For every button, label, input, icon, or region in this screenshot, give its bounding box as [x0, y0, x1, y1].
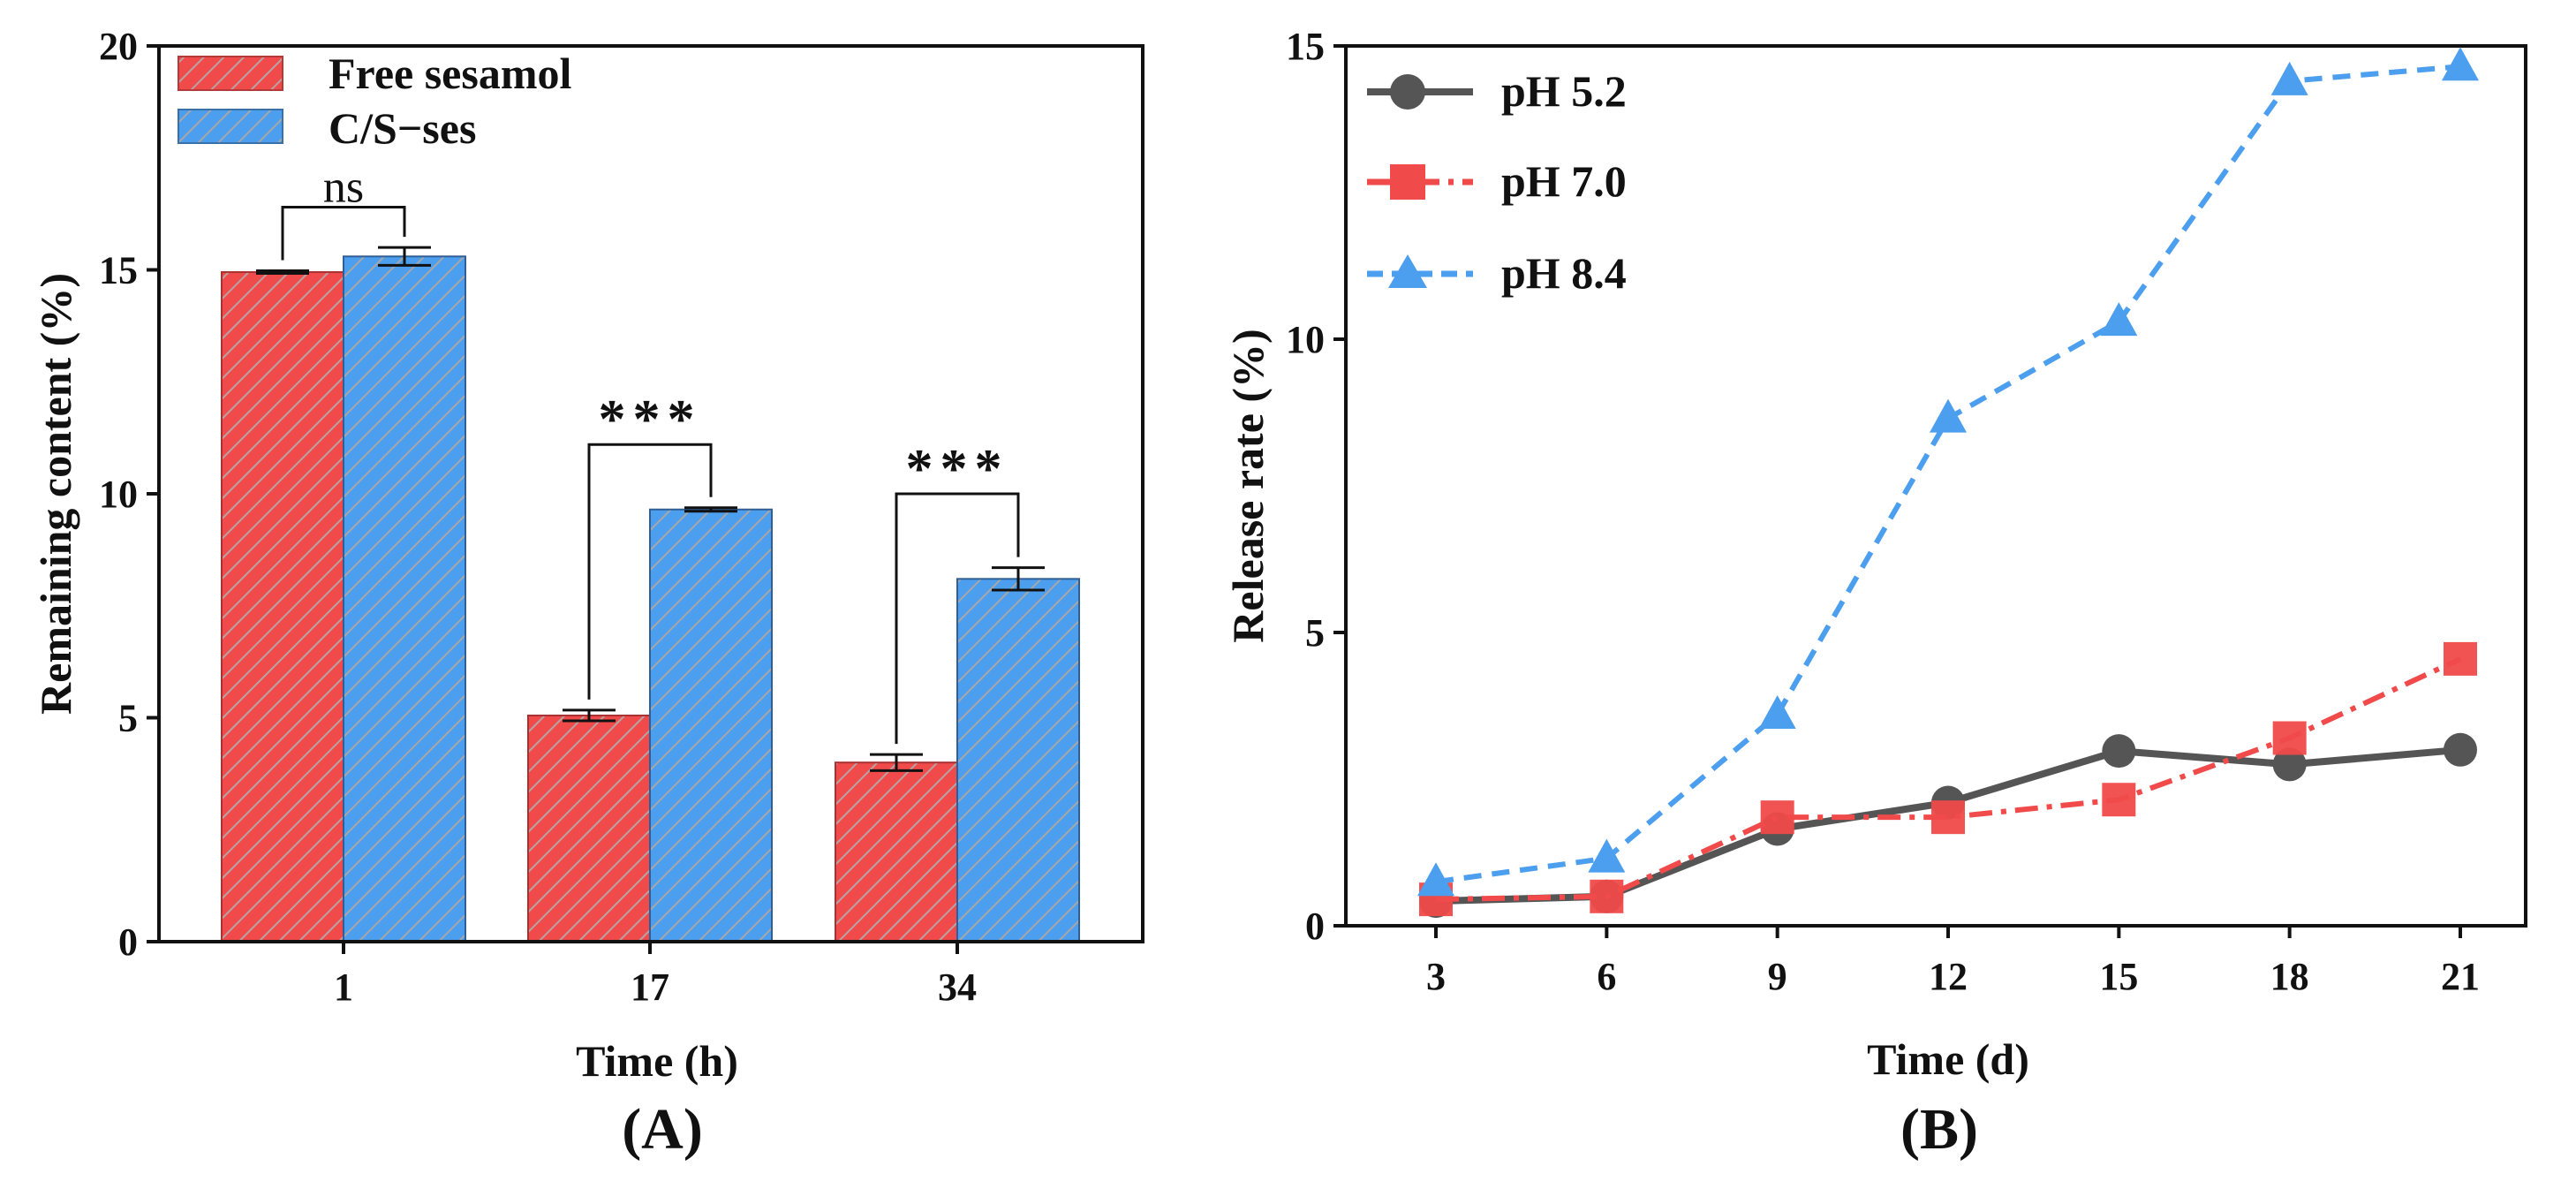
error-bar-cs-ses-34	[992, 566, 1045, 592]
y-tick-label: 0	[118, 920, 138, 964]
y-tick-label: 5	[1305, 611, 1325, 655]
point-ph70-day-21	[2444, 641, 2477, 676]
legend-label-ph84: pH 8.4	[1501, 248, 1627, 298]
y-tick-label: 15	[99, 249, 138, 292]
point-ph70-day-15	[2102, 783, 2136, 817]
x-tick-label: 1	[334, 966, 353, 1009]
panel-a-xlabel: Time (h)	[576, 1036, 738, 1086]
legend-label-free-sesamol: Free sesamol	[329, 49, 571, 98]
x-tick-label: 3	[1426, 955, 1446, 998]
bar-free-sesamol-17	[527, 714, 651, 943]
significance-label-17: ***	[599, 390, 702, 450]
legend-swatch-free-sesamol	[178, 56, 283, 91]
significance-bracket-line	[281, 206, 406, 261]
panel-b-axes: 0 5 10 15 3 6 9 12 15 18 21	[1286, 25, 2480, 998]
error-bar-free-sesamol-17	[563, 708, 616, 723]
panel-a-axes: 0 5 10 15 20 1 17 34	[99, 25, 977, 1009]
legend-marker-ph70	[1390, 164, 1425, 200]
panel-a-legend: Free sesamol C/S−ses	[178, 49, 571, 153]
point-ph84-day-18	[2270, 61, 2308, 95]
point-ph70-day-9	[1760, 800, 1794, 835]
x-tick-label: 9	[1768, 955, 1787, 998]
y-tick-label: 10	[1286, 318, 1325, 361]
legend-label-cs-ses: C/S−ses	[329, 103, 476, 153]
x-tick-label: 17	[631, 966, 669, 1009]
x-tick-label: 12	[1929, 955, 1968, 998]
error-bar-free-sesamol-1	[256, 269, 309, 276]
point-ph52-day-18	[2272, 747, 2307, 782]
significance-bracket-1: ns	[281, 163, 406, 261]
error-bar-cs-ses-17	[684, 506, 737, 513]
bar-cs-ses-1	[343, 255, 466, 943]
point-ph84-day-9	[1758, 694, 1796, 729]
panel-b-ylabel: Release rate (%)	[1223, 329, 1273, 642]
point-ph70-day-18	[2272, 721, 2307, 755]
panel-b-frame	[1344, 44, 2527, 928]
significance-bracket-line	[587, 443, 713, 700]
x-tick-label: 21	[2441, 955, 2480, 998]
x-tick-label: 18	[2270, 955, 2309, 998]
point-ph52-day-21	[2444, 732, 2477, 767]
panel-b-label: (B)	[1900, 1097, 1978, 1162]
legend-label-ph52: pH 5.2	[1501, 66, 1627, 116]
significance-bracket-line	[895, 492, 1020, 745]
bar-cs-ses-17	[649, 508, 773, 943]
x-tick-label: 6	[1597, 955, 1616, 998]
panel-a-ylabel: Remaining content (%)	[31, 273, 80, 715]
point-ph84-day-6	[1588, 838, 1626, 873]
panel-a-marks: ns *** ***	[221, 163, 1080, 943]
point-ph70-day-6	[1590, 879, 1624, 913]
bar-cs-ses-34	[956, 578, 1080, 943]
point-ph70-day-12	[1931, 800, 1965, 835]
bar-free-sesamol-34	[835, 761, 958, 943]
bar-free-sesamol-1	[221, 271, 344, 943]
point-ph84-day-3	[1417, 862, 1454, 897]
point-ph84-day-12	[1930, 398, 1967, 433]
significance-label-34: ***	[906, 439, 1009, 499]
legend-label-ph70: pH 7.0	[1501, 156, 1627, 206]
error-bar-cs-ses-1	[378, 246, 431, 267]
y-tick-label: 20	[99, 25, 138, 68]
x-tick-label: 34	[938, 966, 977, 1009]
point-ph84-day-15	[2100, 302, 2138, 337]
significance-bracket-34: ***	[895, 439, 1020, 745]
panel-a-label: (A)	[622, 1097, 703, 1162]
point-ph84-day-21	[2442, 47, 2479, 81]
legend-swatch-cs-ses	[178, 109, 283, 144]
y-tick-label: 15	[1286, 25, 1325, 68]
y-tick-label: 0	[1305, 905, 1325, 948]
point-ph52-day-15	[2102, 734, 2136, 769]
y-tick-label: 10	[99, 473, 138, 516]
legend-marker-ph84	[1388, 254, 1427, 288]
panel-b-xlabel: Time (d)	[1867, 1034, 2029, 1084]
error-bar-free-sesamol-34	[870, 753, 923, 772]
panel-b-legend: pH 5.2 pH 7.0 pH 8.4	[1367, 66, 1627, 298]
legend-marker-ph52	[1390, 74, 1425, 110]
y-tick-label: 5	[118, 697, 138, 740]
panel-b: 0 5 10 15 3 6 9 12 15 18 21 pH 5.2 pH 7.0 pH 8.4 T…	[1223, 25, 2527, 1162]
x-tick-label: 15	[2099, 955, 2138, 998]
panel-b-marks	[1417, 47, 2479, 919]
significance-label-1: ns	[323, 163, 364, 213]
panel-a: ns *** *** 0 5 10 15 20 1 17 34 Free sesamol C/S−…	[31, 25, 1144, 1162]
significance-bracket-17: ***	[587, 390, 713, 700]
